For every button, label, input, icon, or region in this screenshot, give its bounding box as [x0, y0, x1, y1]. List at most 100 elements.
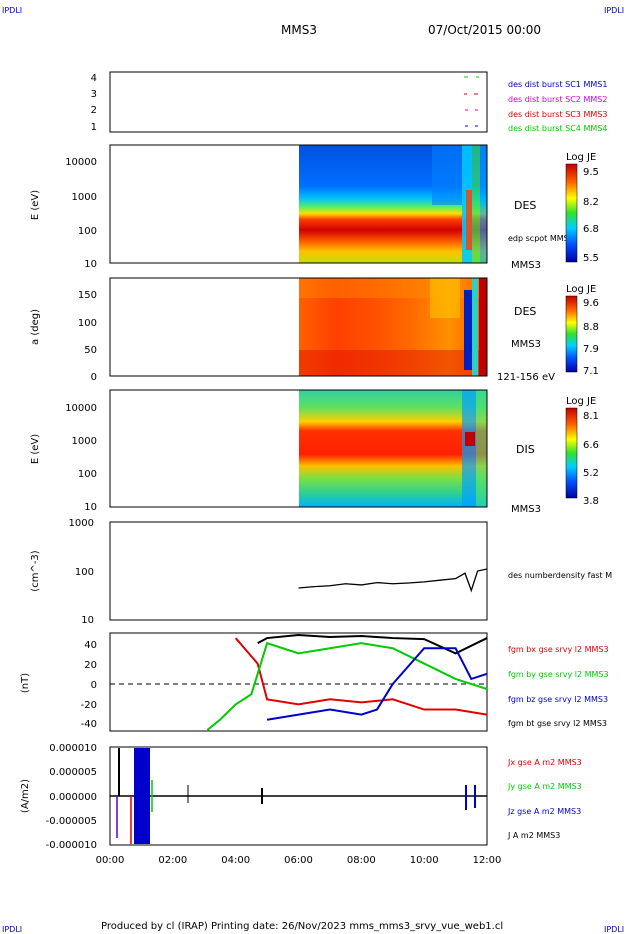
b-tick-2: 20 [84, 660, 97, 671]
burst-label-3: des dist burst SC3 MMS3 [508, 110, 607, 119]
panel-des-energy: 10000 1000 100 10 E (eV) DES edp scpot M… [30, 144, 599, 271]
b-ylabel: (nT) [20, 673, 31, 693]
des-e-tick-1: 10000 [65, 157, 97, 168]
b-tick-4: -20 [81, 700, 97, 711]
pitch-cbar-title: Log JE [566, 284, 596, 295]
bfield-series-line [266, 647, 488, 721]
pitch-cbar-2: 8.8 [583, 322, 599, 333]
des-e-cbar-4: 5.5 [583, 253, 599, 264]
current-spike-jz [134, 748, 150, 844]
dis-e-tick-3: 100 [78, 469, 97, 480]
des-e-cbar-2: 8.2 [583, 197, 599, 208]
panel-density: 1000 100 10 (cm^-3) des numberdensity fa… [30, 518, 612, 626]
pitch-sc: MMS3 [511, 339, 541, 350]
des-e-ylabel: E (eV) [30, 190, 41, 220]
des-e-tick-3: 100 [78, 226, 97, 237]
pitch-ylabel: a (deg) [30, 309, 41, 345]
dis-e-cbar-1: 8.1 [583, 411, 599, 422]
bfield-series-line [234, 637, 488, 716]
des-e-tick-4: 10 [84, 259, 97, 270]
pitch-cbar-1: 9.6 [583, 298, 599, 309]
x-tick-label: 06:00 [284, 855, 313, 866]
pitch-cbar-4: 7.1 [583, 366, 599, 377]
j-label-y: Jy gse A m2 MMS3 [507, 782, 582, 791]
page-date: 07/Oct/2015 00:00 [428, 23, 541, 37]
dis-e-tick-1: 10000 [65, 403, 97, 414]
b-tick-3: 0 [91, 680, 97, 691]
des-e-tick-2: 1000 [72, 192, 97, 203]
burst-label-1: des dist burst SC1 MMS1 [508, 80, 607, 89]
b-label-y: fgm by gse srvy l2 MMS3 [508, 670, 609, 679]
dens-label: des numberdensity fast M [508, 571, 612, 580]
j-tick-3: 0.000000 [49, 792, 97, 803]
dens-tick-1: 1000 [69, 518, 94, 529]
j-tick-2: 0.000005 [49, 767, 97, 778]
b-label-x: fgm bx gse srvy l2 MMS3 [508, 645, 609, 654]
burst-tick-1: 1 [91, 122, 97, 133]
b-label-z: fgm bz gse srvy l2 MMS3 [508, 695, 608, 704]
burst-tick-3: 3 [91, 89, 97, 100]
pitch-tick-3: 50 [84, 345, 97, 356]
x-tick-label: 02:00 [158, 855, 187, 866]
panel-dis-energy: 10000 1000 100 10 E (eV) DIS MMS3 Log JE… [30, 389, 599, 515]
x-tick-label: 10:00 [410, 855, 439, 866]
panel-burst: 4 3 2 1 des dist burst SC1 MMS1 des dist… [91, 71, 607, 133]
corner-logo-bl: IPDLI [2, 925, 22, 934]
dens-tick-2: 100 [75, 567, 94, 578]
corner-logo-tr: IPDLI [604, 6, 624, 15]
des-e-sc: MMS3 [511, 260, 541, 271]
des-e-cbar-3: 6.8 [583, 224, 599, 235]
pitch-colorbar [565, 295, 578, 373]
panel-des-pitch: 150 100 50 0 a (deg) DES MMS3 121-156 eV… [30, 277, 599, 383]
b-label-t: fgm bt gse srvy l2 MMS3 [508, 719, 607, 728]
dis-e-tick-2: 1000 [72, 436, 97, 447]
j-ylabel: (A/m2) [20, 779, 31, 813]
panel-current: 0.000010 0.000005 0.000000 -0.000005 -0.… [20, 743, 582, 851]
x-tick-label: 00:00 [96, 855, 125, 866]
dis-e-cbar-title: Log JE [566, 396, 596, 407]
pitch-cbar-3: 7.9 [583, 344, 599, 355]
bfield-series-line [206, 641, 488, 731]
dis-e-ylabel: E (eV) [30, 434, 41, 464]
des-e-colorbar [565, 163, 578, 263]
dens-ylabel: (cm^-3) [30, 550, 41, 591]
j-tick-4: -0.000005 [46, 816, 97, 827]
dis-e-cbar-2: 6.6 [583, 440, 599, 451]
dis-e-tick-4: 10 [84, 502, 97, 513]
pitch-band: 121-156 eV [497, 372, 555, 383]
x-axis: 00:00 02:00 04:00 06:00 08:00 10:00 12:00 [96, 855, 502, 866]
x-tick-label: 04:00 [221, 855, 250, 866]
density-series-line [298, 568, 488, 593]
burst-tick-4: 4 [91, 73, 97, 84]
dis-e-cbar-4: 3.8 [583, 496, 599, 507]
burst-tick-2: 2 [91, 105, 97, 116]
des-e-overlay: edp scpot MMS3 [508, 234, 574, 243]
dis-e-species: DIS [516, 443, 535, 456]
dis-e-colorbar [565, 407, 578, 499]
des-e-cbar-1: 9.5 [583, 167, 599, 178]
corner-logo-br: IPDLI [604, 925, 624, 934]
pitch-species: DES [514, 305, 536, 318]
pitch-tick-2: 100 [78, 318, 97, 329]
des-e-species: DES [514, 199, 536, 212]
dens-tick-3: 10 [81, 615, 94, 626]
b-tick-5: -40 [81, 719, 97, 730]
burst-label-2: des dist burst SC2 MMS2 [508, 95, 607, 104]
x-tick-label: 08:00 [347, 855, 376, 866]
des-e-cbar-title: Log JE [566, 152, 596, 163]
b-tick-1: 40 [84, 640, 97, 651]
j-label-x: Jx gse A m2 MMS3 [507, 758, 582, 767]
j-label-t: J A m2 MMS3 [507, 831, 560, 840]
panel-bfield: 40 20 0 -20 -40 (nT) fgm bx gse srvy l2 … [20, 632, 609, 732]
j-tick-1: 0.000010 [49, 743, 97, 754]
j-tick-5: -0.000010 [46, 840, 97, 851]
page-title: MMS3 [281, 23, 317, 37]
corner-logo-tl: IPDLI [2, 6, 22, 15]
dis-e-cbar-3: 5.2 [583, 468, 599, 479]
burst-label-4: des dist burst SC4 MMS4 [508, 124, 607, 133]
x-tick-label: 12:00 [473, 855, 502, 866]
dis-e-sc: MMS3 [511, 504, 541, 515]
j-label-z: Jz gse A m2 MMS3 [507, 807, 581, 816]
pitch-tick-4: 0 [91, 372, 97, 383]
